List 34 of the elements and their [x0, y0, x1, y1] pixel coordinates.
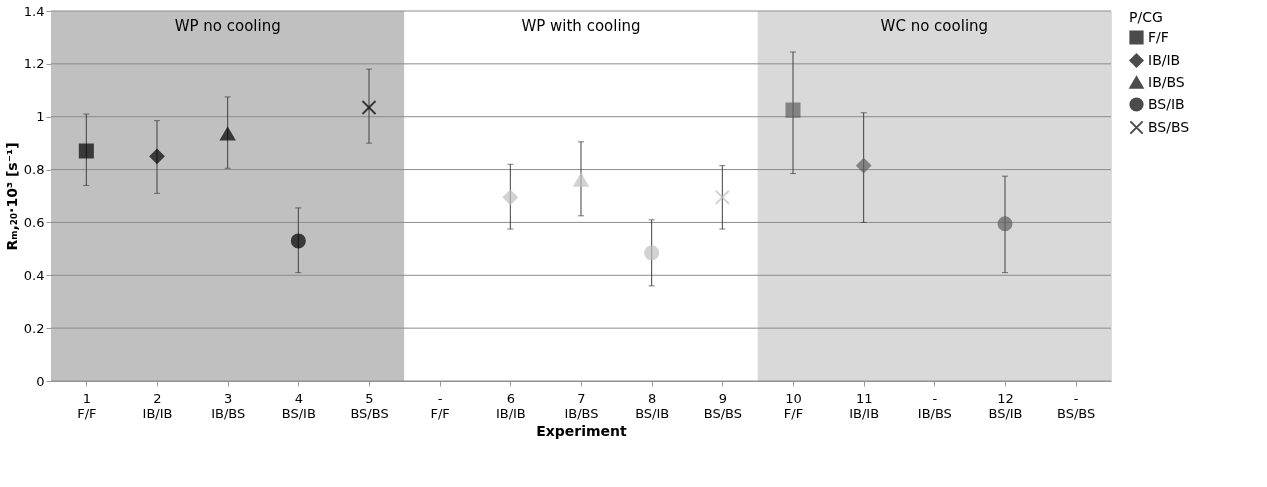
x-tick-label: 10 F/F — [783, 390, 804, 421]
y-tick-label: 0 — [36, 373, 45, 389]
x-tick-label: 11 IB/IB — [849, 390, 880, 421]
y-tick-label: 1.4 — [23, 3, 45, 19]
x-tick-label: 5 BS/BS — [350, 390, 389, 421]
x-tick-label: 8 BS/IB — [635, 390, 670, 421]
band-label: WC no cooling — [880, 17, 989, 35]
x-tick-label: - F/F — [430, 390, 450, 421]
band-label: WP no cooling — [174, 17, 281, 35]
y-tick-label: 1.2 — [23, 56, 45, 72]
x-tick-label: 12 BS/IB — [988, 390, 1023, 421]
x-tick-label: 4 BS/IB — [281, 390, 316, 421]
x-tick-label: - IB/BS — [917, 390, 952, 421]
legend-label: IB/BS — [1148, 73, 1185, 90]
x-tick-label: 2 IB/IB — [142, 390, 173, 421]
x-tick-label: 6 IB/IB — [495, 390, 526, 421]
x-tick-label: 3 IB/BS — [211, 390, 246, 421]
x-tick-label: - BS/BS — [1057, 390, 1096, 421]
y-tick-label: 1 — [36, 109, 45, 125]
y-tick-label: 0.2 — [23, 320, 45, 336]
y-tick-label: 0.8 — [23, 162, 45, 178]
band-label: WP with cooling — [521, 17, 641, 35]
y-axis-title: Rₘ,₂₀·10³ [s⁻¹] — [3, 142, 20, 251]
legend-label: F/F — [1148, 28, 1169, 45]
y-tick-label: 0.4 — [23, 267, 45, 283]
legend-label: IB/IB — [1148, 51, 1181, 68]
y-tick-label: 0.6 — [23, 214, 45, 230]
x-tick-label: 9 BS/BS — [703, 390, 742, 421]
legend-label: BS/IB — [1148, 95, 1185, 112]
legend-label: BS/BS — [1148, 118, 1190, 135]
x-tick-label: 1 F/F — [77, 390, 97, 421]
x-axis-title: Experiment — [536, 422, 628, 439]
x-tick-label: 7 IB/BS — [564, 390, 599, 421]
legend-title: P/CG — [1129, 9, 1163, 25]
